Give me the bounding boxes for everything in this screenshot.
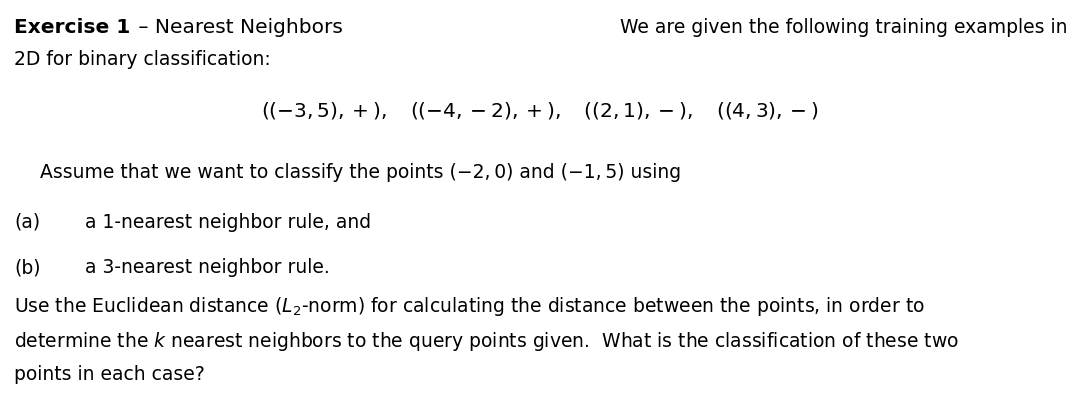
- Text: Exercise 1: Exercise 1: [14, 18, 131, 37]
- Text: 2D for binary classification:: 2D for binary classification:: [14, 50, 271, 69]
- Text: – Nearest Neighbors: – Nearest Neighbors: [132, 18, 342, 37]
- Text: determine the $k$ nearest neighbors to the query points given.  What is the clas: determine the $k$ nearest neighbors to t…: [14, 330, 959, 353]
- Text: $((-3,5),+), \quad ((-4,-2),+), \quad ((2,1),-), \quad ((4,3),-)$: $((-3,5),+), \quad ((-4,-2),+), \quad ((…: [261, 100, 819, 121]
- Text: Assume that we want to classify the points (−2, 0) and (−1, 5) using: Assume that we want to classify the poin…: [40, 163, 681, 182]
- Text: (a): (a): [14, 213, 40, 232]
- Text: a 1-nearest neighbor rule, and: a 1-nearest neighbor rule, and: [85, 213, 372, 232]
- Text: a 3-nearest neighbor rule.: a 3-nearest neighbor rule.: [85, 258, 329, 277]
- Text: points in each case?: points in each case?: [14, 365, 205, 384]
- Text: Use the Euclidean distance ($L_2$-norm) for calculating the distance between the: Use the Euclidean distance ($L_2$-norm) …: [14, 295, 924, 318]
- Text: (b): (b): [14, 258, 41, 277]
- Text: We are given the following training examples in: We are given the following training exam…: [621, 18, 1068, 37]
